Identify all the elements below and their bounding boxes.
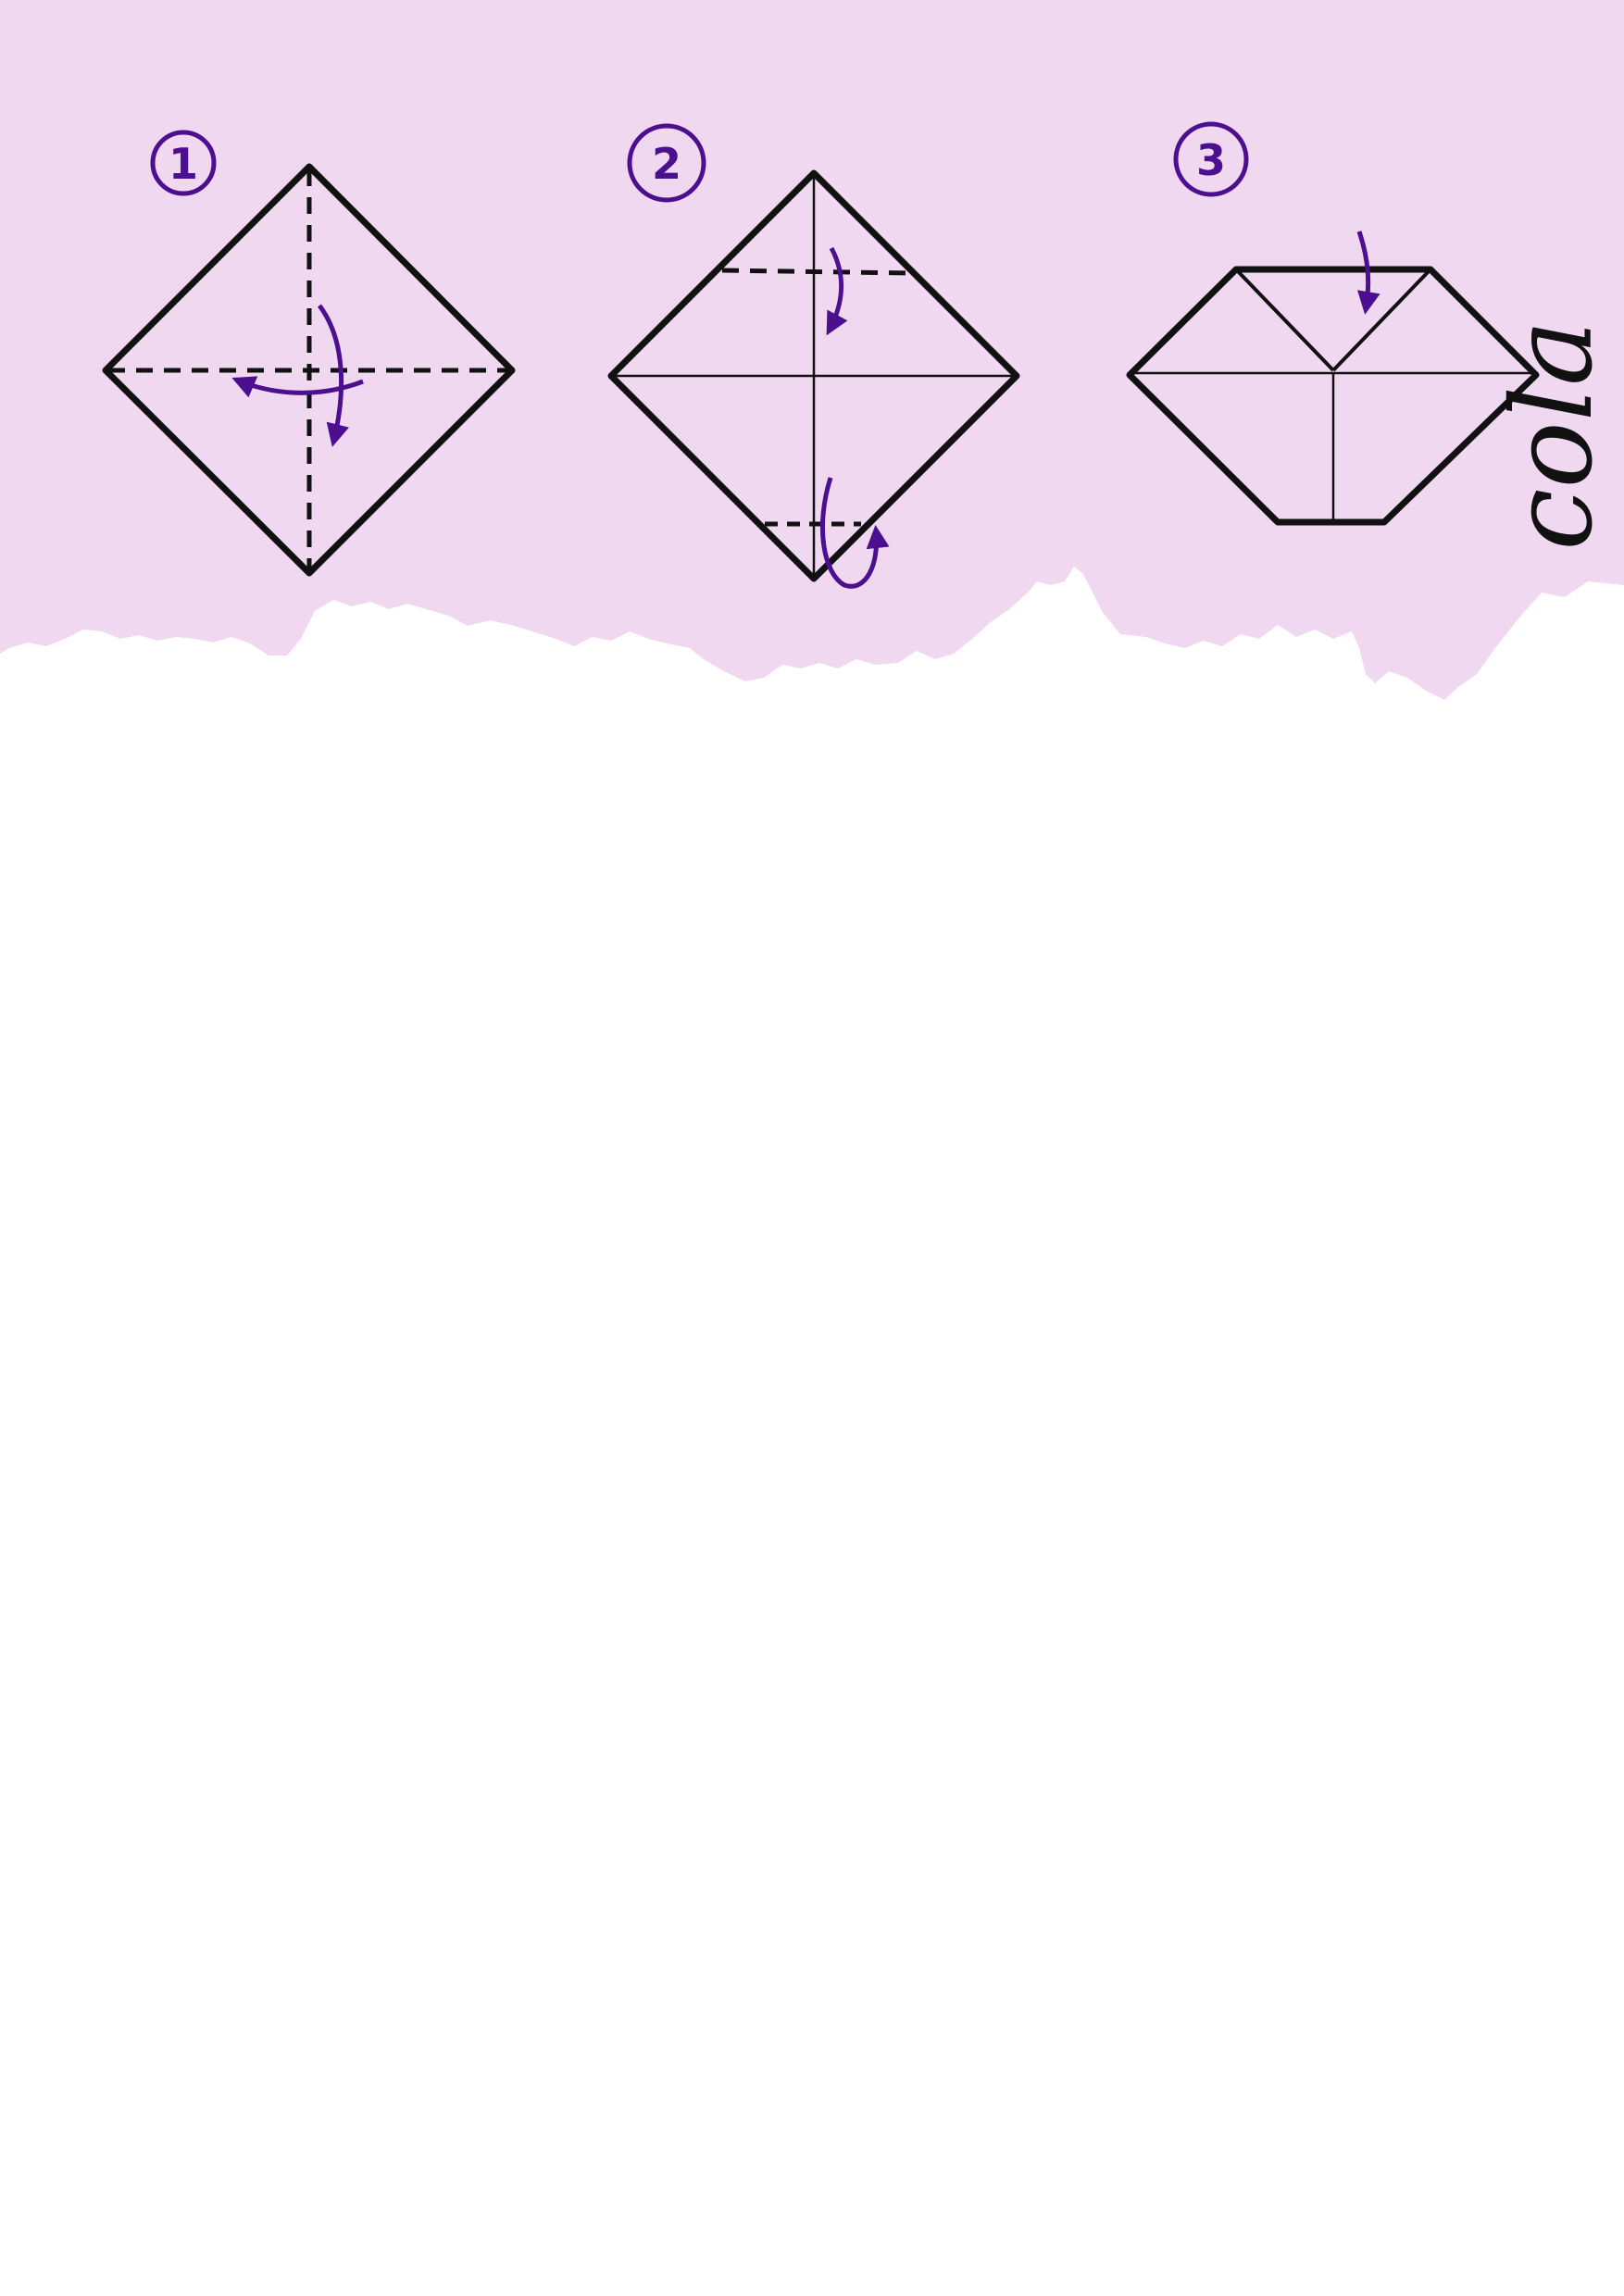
step-3-diagram: 3 (1126, 121, 1540, 526)
step-2-square-outline (607, 169, 1020, 582)
step-3-badge: 3 (1173, 121, 1249, 197)
step-2-badge: 2 (627, 123, 706, 203)
step-2-fold-bottom-up-arrow (819, 477, 890, 589)
step-1-fold-left-arrow (231, 376, 364, 398)
step-3-fold-down-arrow (1356, 231, 1380, 315)
step-1-number: 1 (169, 139, 198, 189)
step-1-diagram: 1 (102, 130, 516, 577)
step-3-left-flap-edge (1234, 268, 1335, 372)
lilac-torn-band (0, 0, 1624, 700)
step-2-circle (627, 123, 706, 203)
step-2-number: 2 (652, 139, 681, 189)
step-3-circle (1173, 121, 1249, 197)
step-2-diagram: 2 (607, 123, 1020, 589)
step-2-fold-top-down-arrow (826, 246, 848, 336)
step-3-right-flap-edge (1331, 268, 1432, 372)
step-1-square-outline (102, 163, 516, 577)
step-3-number: 3 (1196, 135, 1226, 185)
step-1-fold-down-arrow (317, 304, 349, 447)
step-2-top-valley-fold (721, 268, 913, 276)
side-handwriting: cola (1489, 319, 1618, 550)
step-1-badge: 1 (150, 130, 217, 196)
step-1-circle (150, 130, 217, 196)
